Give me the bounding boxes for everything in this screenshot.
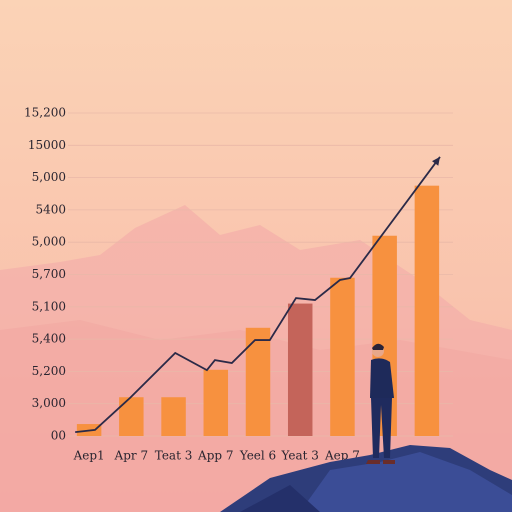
- bar: [287, 303, 313, 436]
- y-tick-label: 5,100: [32, 299, 66, 313]
- bar: [161, 397, 186, 436]
- y-tick-label: 5,700: [32, 267, 66, 281]
- x-tick-label: Teat 3: [155, 449, 193, 463]
- person: [366, 343, 395, 464]
- y-tick-label: 5,400: [32, 332, 66, 346]
- rocks: [220, 445, 512, 512]
- y-tick-label: 5,000: [32, 170, 66, 184]
- arrow-head: [432, 156, 440, 166]
- x-tick-label: Apr 7: [114, 449, 149, 463]
- x-tick-label: Aep1: [73, 449, 105, 463]
- trend-line: [75, 156, 441, 434]
- bar: [119, 397, 144, 436]
- bar: [245, 327, 271, 436]
- y-tick-label: 5,200: [32, 364, 66, 378]
- plot: 00 3,000 5,200 5,400 5,100 5,700 5,000 5400 5,00…: [24, 106, 453, 463]
- bar: [330, 277, 355, 436]
- x-tick-label: App 7: [197, 449, 233, 463]
- bar: [203, 369, 229, 436]
- y-tick-label: 3,000: [32, 396, 66, 410]
- x-tick-label: Yeel 6: [239, 449, 276, 463]
- bar: [414, 185, 440, 436]
- y-tick-label: 15,200: [24, 106, 66, 120]
- y-tick-label: 5,000: [32, 235, 66, 249]
- x-tick-label: Yeat 3: [281, 449, 319, 463]
- y-tick-label: 5400: [35, 202, 66, 216]
- y-tick-label: 15000: [28, 138, 66, 152]
- y-tick-label: 00: [51, 429, 66, 443]
